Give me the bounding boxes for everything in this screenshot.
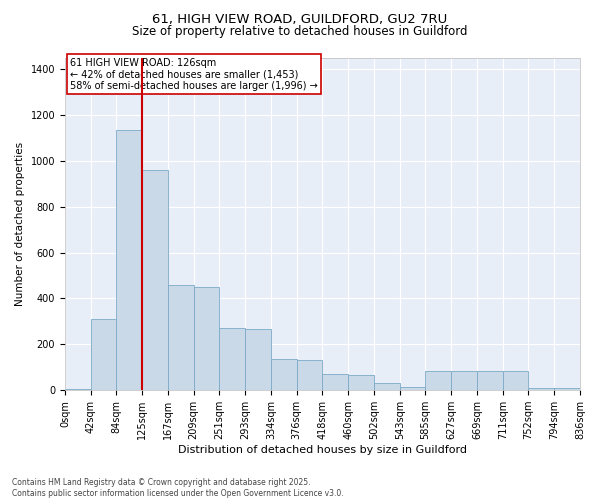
- Text: 61 HIGH VIEW ROAD: 126sqm
← 42% of detached houses are smaller (1,453)
58% of se: 61 HIGH VIEW ROAD: 126sqm ← 42% of detac…: [70, 58, 318, 90]
- Bar: [322, 374, 348, 390]
- Bar: [194, 287, 220, 390]
- Bar: [477, 370, 503, 390]
- Bar: [374, 384, 400, 390]
- Bar: [271, 359, 296, 390]
- Bar: [296, 360, 322, 390]
- Bar: [91, 319, 116, 390]
- Bar: [65, 389, 91, 390]
- Bar: [348, 376, 374, 390]
- Bar: [116, 130, 142, 390]
- Bar: [425, 370, 451, 390]
- Text: Contains HM Land Registry data © Crown copyright and database right 2025.
Contai: Contains HM Land Registry data © Crown c…: [12, 478, 344, 498]
- Text: Size of property relative to detached houses in Guildford: Size of property relative to detached ho…: [132, 25, 468, 38]
- Bar: [245, 330, 271, 390]
- Bar: [400, 387, 425, 390]
- Bar: [554, 388, 580, 390]
- Text: 61, HIGH VIEW ROAD, GUILDFORD, GU2 7RU: 61, HIGH VIEW ROAD, GUILDFORD, GU2 7RU: [152, 12, 448, 26]
- X-axis label: Distribution of detached houses by size in Guildford: Distribution of detached houses by size …: [178, 445, 467, 455]
- Bar: [142, 170, 168, 390]
- Bar: [168, 284, 194, 390]
- Y-axis label: Number of detached properties: Number of detached properties: [15, 142, 25, 306]
- Bar: [503, 370, 529, 390]
- Bar: [220, 328, 245, 390]
- Bar: [529, 388, 554, 390]
- Bar: [451, 370, 477, 390]
